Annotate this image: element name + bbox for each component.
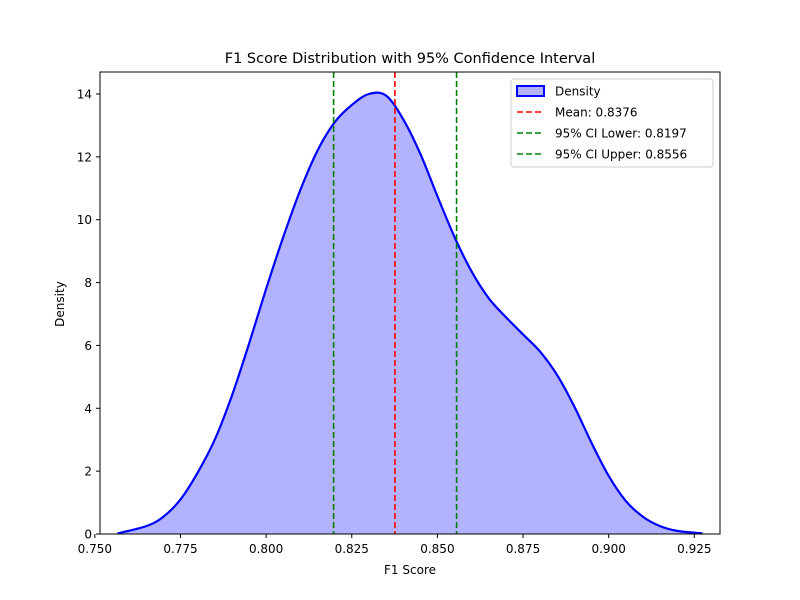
y-tick-label: 0 xyxy=(84,528,92,542)
legend-label: Density xyxy=(555,85,601,99)
y-tick-label: 10 xyxy=(77,213,92,227)
x-tick-label: 0.875 xyxy=(506,542,540,556)
x-tick-label: 0.775 xyxy=(163,542,197,556)
legend-label: Mean: 0.8376 xyxy=(555,106,638,120)
x-tick-label: 0.750 xyxy=(78,542,112,556)
chart-title: F1 Score Distribution with 95% Confidenc… xyxy=(225,51,595,67)
y-tick-label: 12 xyxy=(77,150,92,164)
density-curve xyxy=(117,91,703,535)
legend-box xyxy=(510,78,714,168)
y-tick-label: 14 xyxy=(77,88,92,102)
density-area xyxy=(117,92,703,534)
x-tick-label: 0.925 xyxy=(677,542,711,556)
y-tick-label: 8 xyxy=(84,276,92,290)
plot-area xyxy=(117,72,703,535)
axes-frame xyxy=(99,71,721,535)
y-tick-label: 2 xyxy=(84,465,92,479)
axes: 0.750 0.775 0.800 0.825 0.850 0.875 0.900 0.925… xyxy=(77,71,721,556)
legend: Density Mean: 0.8376 95% CI Lower: 0.8197 9… xyxy=(510,78,714,168)
y-axis-title: Density xyxy=(53,281,67,327)
y-tick-label: 4 xyxy=(84,402,92,416)
x-tick-label: 0.900 xyxy=(591,542,625,556)
x-tick-label: 0.850 xyxy=(420,542,454,556)
x-tick-label: 0.800 xyxy=(249,542,283,556)
x-tick-label: 0.825 xyxy=(335,542,369,556)
legend-label: 95% CI Lower: 0.8197 xyxy=(555,127,687,141)
legend-swatch-density xyxy=(516,85,545,97)
y-tick-label: 6 xyxy=(84,339,92,353)
x-axis-title: F1 Score xyxy=(384,563,436,577)
legend-label: 95% CI Upper: 0.8556 xyxy=(555,148,687,162)
